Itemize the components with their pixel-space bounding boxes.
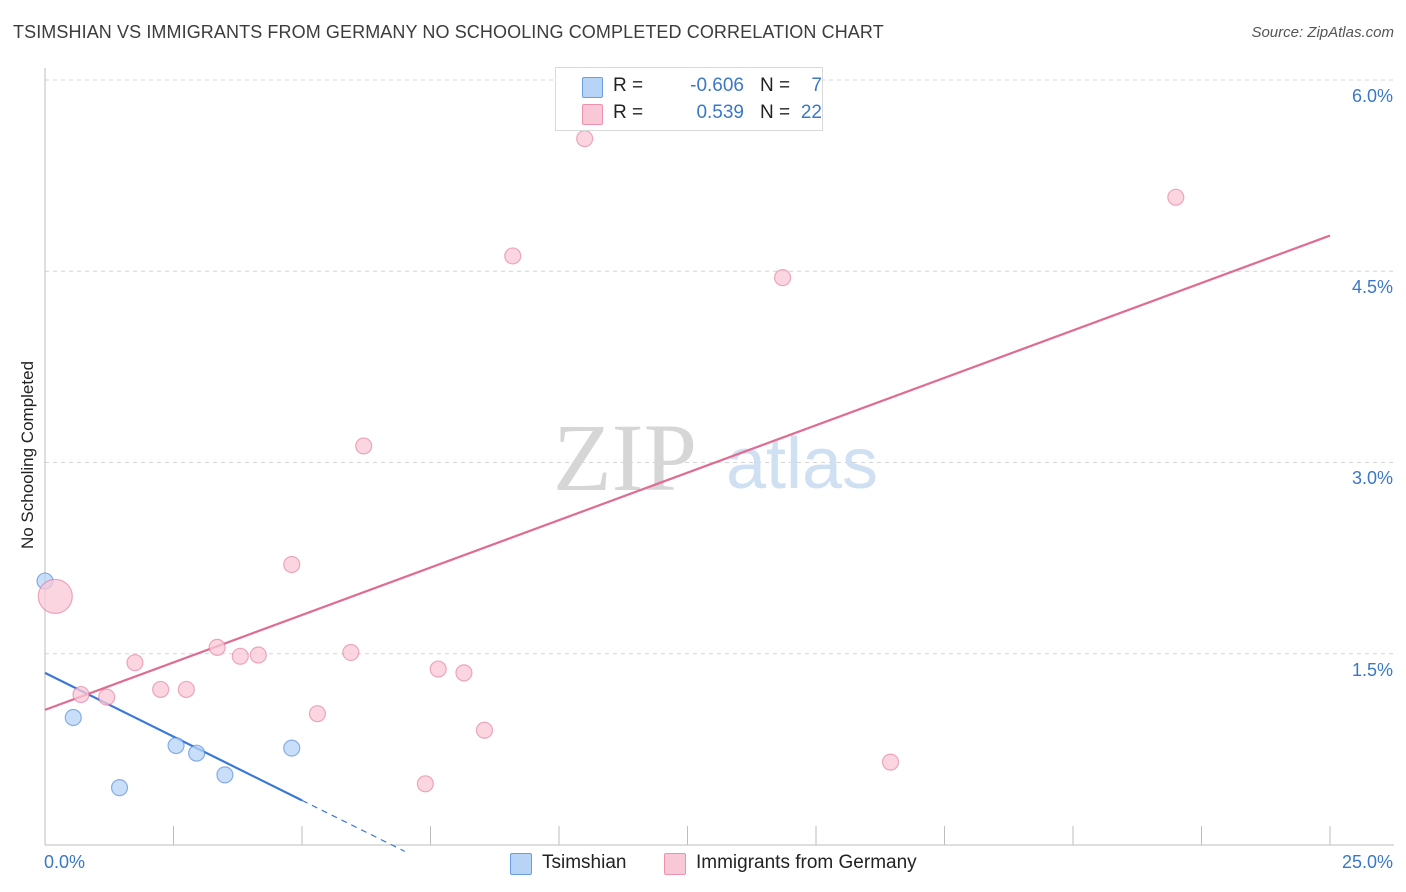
data-point-tsimshian — [64, 708, 82, 727]
data-point-tsimshian — [283, 739, 301, 757]
data-point-germany — [773, 269, 792, 287]
watermark-zip: ZIP — [553, 404, 697, 511]
data-point-germany — [283, 555, 301, 574]
y-tick-6-0: 6.0% — [1351, 86, 1393, 106]
data-point-germany — [1167, 188, 1185, 206]
data-point-germany — [342, 643, 360, 662]
n-value: 7 — [811, 75, 822, 96]
data-point-germany — [504, 247, 522, 265]
watermark-atlas: atlas — [726, 424, 878, 504]
y-tick-3-0: 3.0% — [1351, 468, 1393, 488]
germany-swatch — [582, 104, 603, 125]
legend-label: Tsimshian — [542, 852, 627, 873]
x-tick-max: 25.0% — [1341, 852, 1393, 872]
stats-legend: R = -0.606 N = 7 R = 0.539 N = 22 — [555, 67, 823, 131]
n-value: 22 — [800, 102, 822, 123]
data-point-germany — [98, 688, 116, 706]
data-point-germany — [177, 680, 195, 699]
n-label: N = — [760, 75, 791, 96]
data-point-germany — [249, 646, 267, 664]
data-point-germany — [308, 705, 327, 723]
n-label: N = — [760, 102, 791, 123]
grid-lines — [45, 79, 1394, 655]
data-point-tsimshian — [188, 744, 206, 762]
legend-label: Immigrants from Germany — [696, 852, 917, 873]
data-point-germany — [72, 685, 90, 704]
data-point-germany — [231, 647, 249, 665]
data-points — [36, 130, 1185, 797]
data-point-tsimshian — [167, 736, 185, 755]
trend-lines — [44, 234, 1331, 852]
chart-title: TSIMSHIAN VS IMMIGRANTS FROM GERMANY NO … — [13, 22, 884, 42]
r-value: 0.539 — [696, 102, 744, 123]
data-point-germany — [37, 578, 73, 614]
tsimshian-legend-swatch — [510, 853, 532, 875]
data-point-germany — [355, 437, 373, 455]
r-label: R = — [613, 102, 644, 123]
data-point-tsimshian — [110, 779, 129, 797]
data-point-tsimshian — [216, 766, 234, 784]
r-label: R = — [613, 75, 644, 96]
y-tick-4-5: 4.5% — [1351, 277, 1393, 297]
r-value: -0.606 — [690, 75, 744, 96]
data-point-germany — [416, 775, 434, 793]
data-point-germany — [126, 654, 144, 672]
trend-line-extension — [301, 799, 406, 852]
data-point-germany — [475, 721, 494, 739]
data-point-germany — [208, 638, 226, 656]
tsimshian-swatch — [582, 77, 603, 98]
watermark: ZIP atlas — [553, 404, 878, 511]
source-label: Source: ZipAtlas.com — [1251, 24, 1394, 41]
data-point-germany — [881, 753, 900, 771]
data-point-germany — [429, 660, 447, 678]
data-point-germany — [576, 130, 594, 148]
germany-legend-swatch — [664, 853, 686, 875]
axes — [44, 68, 1394, 846]
data-point-germany — [152, 680, 170, 699]
trend-line-germany — [44, 234, 1331, 711]
x-tick-min: 0.0% — [44, 852, 86, 872]
y-tick-1-5: 1.5% — [1351, 660, 1393, 680]
data-point-germany — [455, 664, 473, 682]
